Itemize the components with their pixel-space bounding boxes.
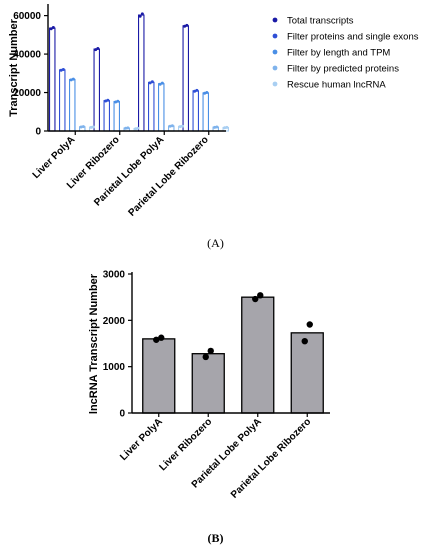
panel-a-point [96, 47, 100, 50]
panel-a-bar [202, 92, 210, 132]
panel-b-point [153, 336, 160, 343]
panel-a-point [170, 124, 174, 128]
panel-b-y-axis-title: lncRNA Transcript Number [88, 273, 100, 414]
panel-b-bar [142, 338, 176, 414]
panel-a-bar [138, 14, 145, 132]
panel-a-bar [93, 48, 101, 132]
panel-a-legend-label: Total transcripts [287, 16, 354, 27]
panel-a-point [71, 77, 75, 81]
panel-b-y-tick-label: 1000 [103, 362, 126, 373]
panel-a-bar [113, 101, 121, 132]
panel-a-y-tick-label: 40000 [13, 50, 41, 61]
panel-a-legend-marker [272, 49, 278, 55]
panel-a-label: (A) [207, 236, 224, 250]
panel-a-y-axis-title: Transcript Number [8, 18, 20, 117]
panel-a-y-tick-label: 60000 [13, 11, 41, 22]
panel-b-y-ticks: 0 1000 2000 3000 [103, 270, 132, 420]
panel-b-bar [241, 296, 275, 414]
panel-a-y-tick-label: 20000 [13, 88, 41, 99]
panel-b-point [306, 321, 313, 328]
panel-a-category-label: Liver PolyA [31, 134, 78, 181]
panel-b-bar [290, 332, 324, 414]
panel-a-bar [148, 81, 155, 132]
panel-a-bar [182, 25, 190, 132]
panel-a-bar-chart: Transcript Number 0 20000 40000 60000 Liver… [8, 4, 419, 219]
panel-a-bar [58, 69, 66, 132]
panel-b-bars [142, 296, 324, 414]
panel-a-point [138, 14, 142, 18]
panel-b-point [257, 292, 264, 299]
panel-a-bar [192, 90, 200, 132]
panel-a-legend-label: Filter by predicted proteins [287, 64, 399, 75]
panel-a-point [195, 88, 199, 92]
panel-a-legend-label: Filter by length and TPM [287, 48, 390, 59]
panel-a-point [94, 48, 98, 52]
panel-a-point [91, 125, 95, 129]
panel-b-category-label: Liver Ribozero [157, 416, 214, 473]
panel-b-point [158, 334, 165, 341]
panel-a-legend: Total transcripts Filter proteins and sin… [272, 16, 419, 91]
panel-a-point [150, 80, 154, 84]
panel-a-point [140, 12, 144, 16]
panel-b-label: (B) [208, 531, 224, 545]
panel-a-points [49, 12, 229, 131]
panel-a-point [106, 98, 110, 102]
panel-b-points [153, 292, 313, 361]
panel-a-point [225, 125, 229, 129]
panel-a-point [205, 91, 209, 95]
panel-a-point [81, 125, 85, 129]
panel-a-point [215, 125, 219, 129]
panel-a-legend-label: Rescue human lncRNA [287, 80, 386, 91]
panel-a-bar [103, 100, 111, 132]
panel-a-legend-marker [272, 65, 278, 71]
panel-b-y-tick-label: 2000 [103, 316, 126, 327]
panel-a-axes [47, 4, 226, 132]
panel-b-bar-chart: lncRNA Transcript Number 0 1000 2000 3000 L… [88, 270, 330, 501]
panel-b-axes [131, 272, 330, 414]
panel-a-point [160, 81, 164, 85]
panel-a-point [51, 26, 55, 30]
panel-a-category-label: Parietal Lobe Ribozero [126, 134, 210, 218]
panel-a-bar [69, 78, 76, 132]
panel-a-point [126, 126, 130, 130]
panel-a-legend-marker [272, 33, 278, 39]
panel-b-point [202, 353, 209, 361]
panel-a-bars [48, 14, 230, 132]
panel-a-point [148, 81, 152, 85]
panel-b-bar [191, 353, 225, 414]
panel-a-point [116, 99, 120, 103]
panel-b-point [252, 295, 259, 303]
panel-a-legend-label: Filter proteins and single exons [287, 32, 419, 43]
panel-b-point [301, 337, 308, 345]
panel-a-point [136, 126, 140, 130]
panel-a-point [49, 27, 53, 31]
panel-a-point [180, 124, 184, 128]
panel-a-bar [158, 83, 165, 132]
panel-b-point [207, 347, 214, 355]
panel-b-y-tick-label: 0 [119, 409, 125, 420]
panel-a-bar [48, 27, 56, 132]
panel-a-point [61, 67, 65, 71]
panel-b-category-label: Liver PolyA [118, 416, 165, 463]
panel-b-y-tick-label: 3000 [103, 270, 126, 281]
panel-b-category-label: Parietal Lobe Ribozero [229, 416, 313, 500]
panel-a-point [185, 23, 189, 27]
panel-a-legend-marker [272, 81, 278, 87]
panel-a-legend-marker [272, 17, 278, 23]
panel-a-y-tick-label: 0 [35, 127, 41, 138]
panel-a-point [158, 82, 162, 86]
